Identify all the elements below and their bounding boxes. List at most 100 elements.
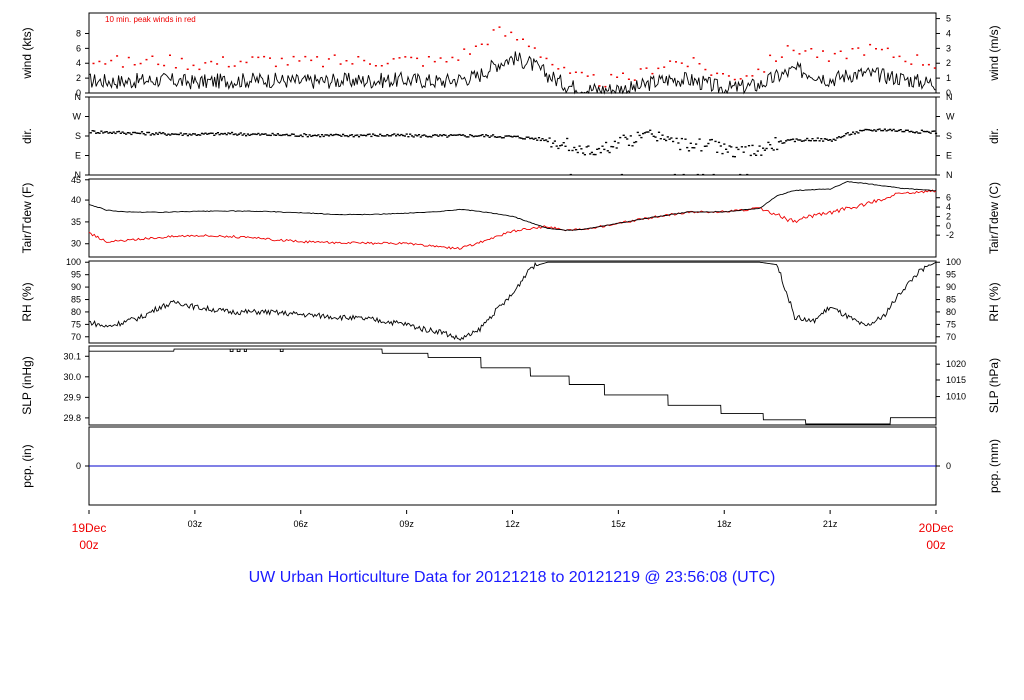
wind-direction-point (220, 132, 223, 135)
wind-direction-point (386, 134, 389, 136)
peak-wind-point (151, 55, 154, 57)
wind-direction-point (350, 134, 354, 136)
slp-right-axis-label: SLP (hPa) (987, 358, 1001, 413)
wind-direction-point (432, 134, 435, 137)
peak-wind-point (298, 60, 301, 62)
wind-direction-point (874, 130, 878, 132)
wind-direction-point (283, 134, 286, 136)
wind-direction-point (347, 135, 350, 138)
wind-direction-point (170, 133, 174, 135)
wind-direction-point (192, 133, 195, 135)
wind-direction-point (174, 133, 177, 135)
wind-direction-point (650, 133, 653, 135)
wind-direction-point (248, 134, 251, 136)
peak-wind-point (92, 62, 95, 65)
peak-wind-point (539, 56, 542, 58)
peak-wind-point (492, 29, 495, 31)
wind-direction-point (114, 132, 117, 135)
wind-direction-point (167, 133, 170, 135)
wind-direction-point (262, 133, 265, 135)
wind-direction-point (786, 139, 789, 141)
peak-wind-point (822, 50, 824, 52)
wind-direction-point (269, 134, 272, 137)
panel-rh: 70 75 80 85 90 95 100 70 75 80 85 90 95 100 RH (%) RH (… (20, 257, 1001, 344)
wind-direction-point (717, 141, 721, 144)
wind-direction-point (834, 139, 837, 141)
peak-wind-point (192, 64, 195, 67)
rh-left-tick-label: 75 (71, 319, 81, 329)
wind-direction-point (216, 132, 219, 134)
peak-wind-point (98, 60, 101, 63)
wind-direction-point (765, 147, 768, 150)
wind-direction-point (359, 134, 362, 136)
wind-direction-point (645, 131, 648, 133)
slp-right-tick-label: 1010 (946, 392, 966, 402)
wind-direction-point (255, 133, 258, 136)
wind-direction-point (555, 145, 558, 147)
wind-direction-point (407, 136, 410, 138)
wind-direction-point (327, 135, 331, 137)
wind-direction-point (398, 134, 401, 137)
wind-direction-point (700, 150, 703, 152)
wind-direction-point (119, 132, 122, 134)
peak-wind-point (798, 53, 801, 55)
rh-left-tick-label: 70 (71, 332, 81, 342)
wind-direction-point (608, 151, 611, 154)
peak-wind-point (316, 56, 319, 58)
wind-direction-point (181, 134, 184, 136)
wind-direction-point (883, 128, 886, 130)
wind-direction-point (850, 133, 853, 135)
wind-direction-point (666, 136, 669, 138)
wind-direction-point (206, 133, 209, 135)
wind-direction-point (687, 150, 691, 152)
wind-direction-point (659, 138, 662, 140)
temp-left-tick-label: 35 (71, 217, 81, 227)
wind-direction-point (382, 135, 385, 137)
wind-direction-point (679, 148, 682, 151)
wind-direction-point (230, 131, 234, 134)
wind-direction-point (377, 135, 380, 137)
wind-direction-point (594, 153, 597, 156)
peak-wind-point (769, 54, 772, 57)
air-temperature-line (88, 181, 937, 231)
wind-direction-point (430, 136, 433, 138)
wind-direction-point (890, 129, 893, 132)
wind-direction-point (710, 138, 713, 141)
wind-direction-point (709, 139, 712, 141)
wind-direction-point (797, 139, 800, 141)
rh-left-tick-label: 95 (71, 270, 81, 280)
wind-direction-point (486, 135, 489, 137)
wind-direction-point (612, 146, 615, 148)
peak-wind-point (251, 56, 254, 58)
wind-direction-point (130, 133, 133, 136)
wind-direction-point (728, 145, 731, 147)
wind-direction-point (571, 149, 574, 152)
wind-direction-point (389, 135, 392, 137)
start-time-label: 00z (79, 538, 98, 552)
peak-wind-point (398, 57, 401, 59)
wind-direction-point (144, 134, 147, 136)
peak-wind-point (657, 67, 660, 70)
wind-direction-point (537, 137, 541, 139)
wind-direction-point (296, 135, 299, 137)
wind-direction-point (529, 137, 532, 140)
peak-wind-point (286, 64, 289, 66)
wind-direction-point (779, 140, 782, 142)
wind-direction-point (246, 133, 249, 135)
wind-direction-point (919, 132, 922, 134)
wind-direction-point (363, 134, 366, 136)
wind-direction-point (497, 136, 500, 138)
wind-direction-point (227, 132, 230, 134)
wind-direction-point (100, 130, 103, 132)
wind-direction-point (617, 142, 620, 144)
wind-direction-point (880, 129, 883, 132)
wind-direction-point (276, 133, 279, 135)
temp-frame (88, 178, 937, 258)
time-tick-label: 18z (717, 519, 732, 529)
wind-direction-point (313, 134, 316, 136)
wind-direction-point (185, 133, 188, 135)
peak-wind-point (910, 63, 913, 65)
wind-direction-point (569, 173, 572, 176)
wind-direction-point (793, 140, 796, 143)
wind-direction-point (887, 129, 890, 131)
